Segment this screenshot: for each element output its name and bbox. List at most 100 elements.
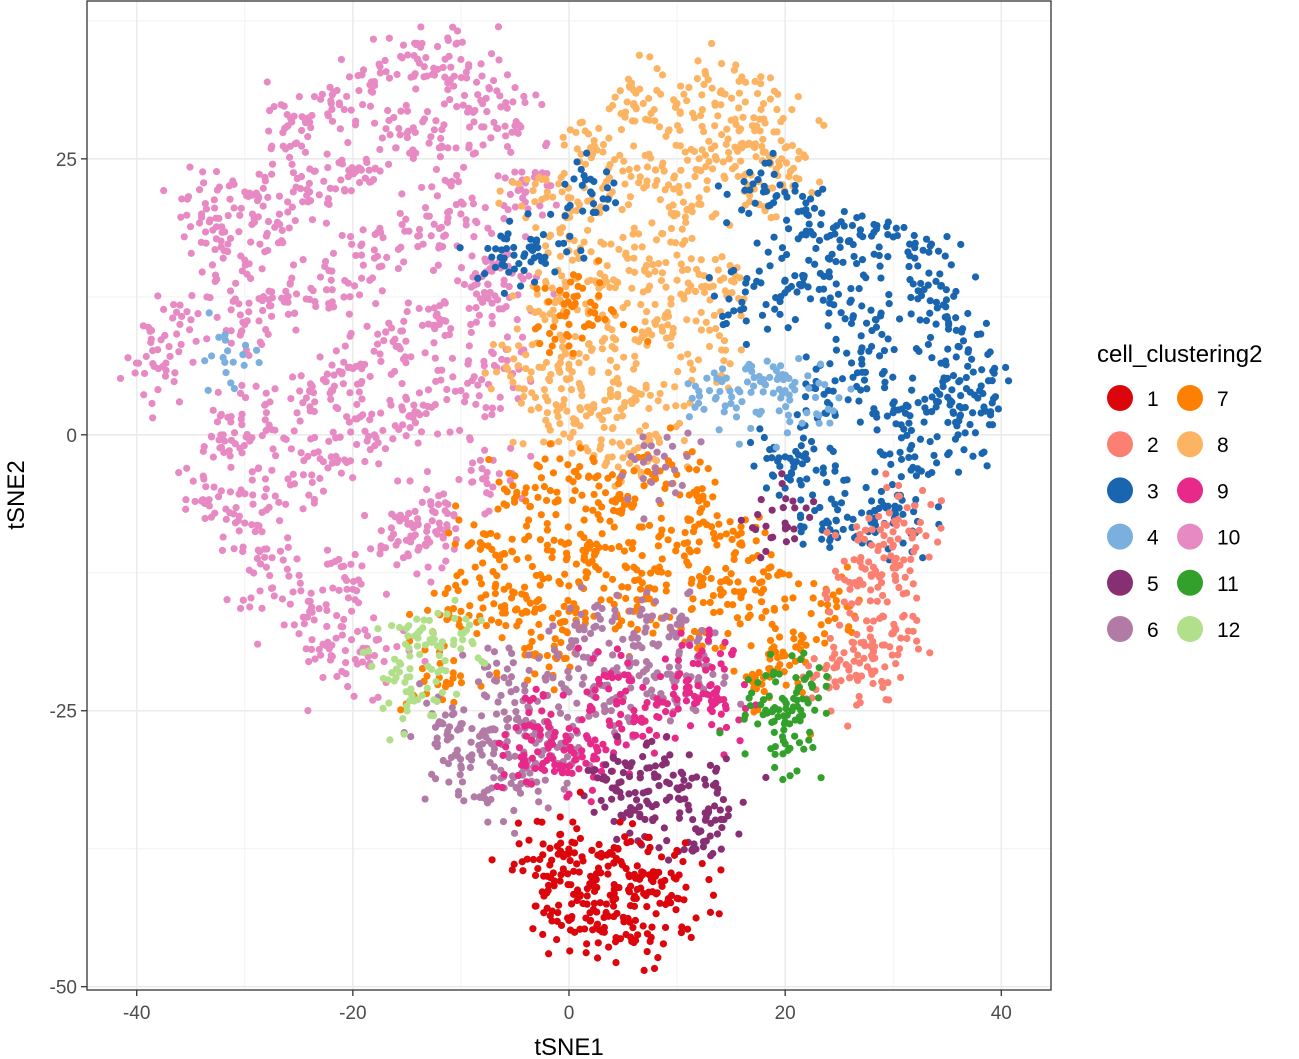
cluster-7-point [476, 545, 484, 553]
cluster-10-point [284, 292, 292, 301]
cluster-10-point [445, 331, 453, 339]
cluster-10-point [477, 97, 485, 105]
cluster-8-point [618, 412, 627, 420]
cluster-10-point [387, 370, 395, 378]
cluster-10-point [477, 60, 485, 68]
cluster-3-point [814, 189, 822, 197]
cluster-11-point [780, 726, 788, 734]
cluster-1-point [564, 880, 572, 889]
cluster-10-point [412, 85, 420, 93]
cluster-3-point [857, 348, 865, 356]
cluster-1-point [705, 875, 713, 884]
cluster-10-point [276, 547, 285, 555]
cluster-10-point [249, 491, 257, 499]
cluster-10-point [420, 63, 428, 71]
cluster-1-point [682, 883, 690, 891]
cluster-5-point [769, 533, 777, 541]
cluster-7-point [528, 637, 536, 646]
cluster-10-point [347, 428, 355, 436]
cluster-8-point [721, 287, 729, 295]
cluster-5-point [641, 815, 649, 824]
cluster-10-point [481, 203, 489, 212]
cluster-6-point [635, 641, 643, 649]
cluster-8-point [689, 365, 697, 374]
cluster-10-point [195, 219, 204, 227]
cluster-6-point [466, 763, 474, 772]
cluster-10-point [235, 512, 243, 520]
cluster-9-point [720, 695, 728, 704]
cluster-3-point [819, 296, 827, 304]
cluster-7-point [466, 602, 474, 610]
cluster-11-point [782, 705, 790, 713]
cluster-11-point [802, 674, 810, 682]
cluster-6-point [606, 697, 614, 706]
cluster-8-point [667, 209, 675, 218]
cluster-7-point [563, 308, 571, 317]
cluster-3-point [841, 315, 849, 323]
cluster-9-point [528, 754, 537, 762]
cluster-10-point [414, 519, 422, 527]
cluster-5-point [718, 824, 726, 832]
cluster-3-point [978, 449, 986, 458]
cluster-12-point [364, 647, 373, 655]
cluster-10-point [370, 246, 378, 254]
cluster-6-point [504, 723, 512, 731]
cluster-9-point [674, 672, 682, 680]
cluster-7-point [610, 600, 618, 609]
cluster-7-point [833, 603, 841, 611]
cluster-7-point [843, 563, 851, 571]
cluster-6-point [507, 779, 515, 788]
cluster-7-point [695, 538, 703, 546]
cluster-9-point [618, 725, 626, 733]
cluster-12-point [385, 699, 393, 707]
cluster-3-point [755, 267, 763, 275]
cluster-8-point [619, 454, 627, 462]
cluster-6-point [438, 719, 446, 727]
cluster-7-point [531, 483, 539, 492]
cluster-8-point [612, 336, 620, 344]
cluster-10-point [175, 398, 184, 406]
cluster-10-point [480, 123, 488, 131]
cluster-9-point [590, 752, 598, 760]
cluster-3-point [710, 292, 719, 300]
cluster-1-point [531, 871, 540, 880]
cluster-10-point [325, 437, 333, 445]
cluster-10-point [394, 477, 402, 485]
cluster-8-point [587, 154, 595, 162]
cluster-3-point [776, 181, 784, 189]
cluster-10-point [438, 564, 446, 572]
cluster-3-point [723, 219, 731, 227]
cluster-10-point [323, 370, 331, 378]
cluster-2-point [899, 590, 907, 598]
cluster-3-point [941, 252, 949, 260]
cluster-10-point [282, 500, 290, 508]
cluster-3-point [907, 426, 915, 435]
cluster-10-point [348, 164, 356, 172]
cluster-10-point [376, 350, 384, 358]
cluster-3-point [908, 386, 916, 394]
cluster-8-point [562, 282, 570, 291]
cluster-7-point [625, 538, 633, 547]
cluster-3-point [727, 268, 735, 276]
cluster-3-point [724, 311, 732, 319]
cluster-10-point [518, 168, 526, 176]
cluster-2-point [840, 598, 848, 606]
cluster-3-point [944, 345, 952, 353]
cluster-10-point [432, 117, 440, 125]
cluster-9-point [560, 762, 568, 770]
cluster-10-point [330, 371, 338, 379]
cluster-10-point [423, 108, 432, 116]
cluster-10-point [187, 316, 195, 324]
cluster-10-point [489, 349, 497, 358]
cluster-8-point [740, 172, 748, 180]
cluster-10-point [361, 457, 369, 466]
cluster-9-point [525, 709, 533, 717]
cluster-10-point [230, 429, 239, 437]
cluster-3-point [580, 254, 588, 262]
cluster-10-point [279, 239, 287, 247]
cluster-2-point [894, 651, 902, 659]
cluster-6-point [511, 752, 519, 760]
cluster-10-point [424, 563, 432, 571]
cluster-7-point [654, 542, 662, 550]
cluster-10-point [379, 233, 387, 242]
